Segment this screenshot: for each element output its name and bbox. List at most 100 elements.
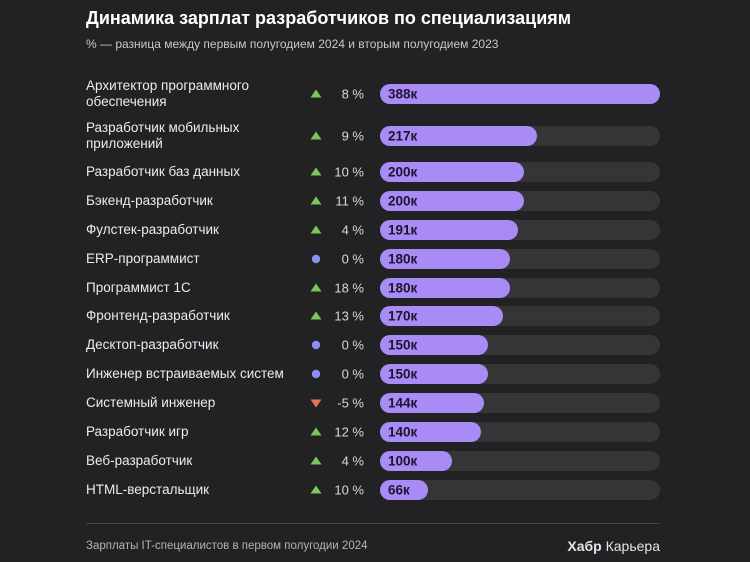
bar-track: 191к [380, 220, 660, 240]
category-label: Фронтенд-разработчик [86, 308, 230, 323]
salary-bar: 150к [380, 364, 488, 384]
bar-value-label: 180к [388, 251, 418, 267]
chart-row: Веб-разработчик 4 % 100к [0, 448, 750, 474]
trend-flat-icon [311, 340, 321, 350]
bar-value-label: 200к [388, 164, 418, 180]
category-label: Программист 1С [86, 280, 191, 295]
bar-value-label: 66к [388, 482, 410, 498]
bar-track: 140к [380, 422, 660, 442]
change-percent: 18 % [334, 280, 364, 296]
salary-bar: 144к [380, 393, 484, 413]
bar-value-label: 140к [388, 424, 418, 440]
chart-row: HTML-верстальщик 10 % 66к [0, 477, 750, 503]
chart-row: Разработчик мобильных приложений 9 % 217к [0, 120, 750, 151]
category-label: HTML-верстальщик [86, 482, 210, 497]
chart-row: Фронтенд-разработчик 13 % 170к [0, 303, 750, 329]
bar-value-label: 388к [388, 86, 418, 102]
chart-row: Программист 1С 18 % 180к [0, 275, 750, 301]
chart-row: Инженер встраиваемых систем 0 % 150к [0, 361, 750, 387]
brand-name: Хабр [567, 538, 602, 554]
change-percent: 9 % [341, 128, 364, 144]
trend-up-icon [310, 311, 322, 320]
trend-up-icon [310, 485, 322, 494]
chart-row: Системный инженер -5 % 144к [0, 390, 750, 416]
category-label: ERP-программист [86, 251, 200, 266]
change-percent: -5 % [337, 395, 364, 411]
salary-bar: 150к [380, 335, 488, 355]
category-label: Веб-разработчик [86, 453, 193, 468]
salary-bar: 170к [380, 306, 503, 326]
change-percent: 4 % [341, 222, 364, 238]
bar-track: 388к [380, 84, 660, 104]
bar-track: 100к [380, 451, 660, 471]
trend-down-icon [310, 399, 322, 408]
category-label: Разработчик мобильных приложений [86, 120, 240, 151]
salary-bar: 180к [380, 278, 510, 298]
change-percent: 11 % [335, 193, 364, 209]
category-label: Архитектор программного обеспечения [86, 78, 249, 109]
trend-up-icon [310, 167, 322, 176]
trend-up-icon [310, 427, 322, 436]
trend-up-icon [310, 131, 322, 140]
category-label: Разработчик баз данных [86, 164, 240, 179]
chart-title: Динамика зарплат разработчиков по специа… [86, 8, 572, 28]
salary-bar: 66к [380, 480, 428, 500]
change-percent: 13 % [334, 308, 364, 324]
brand-logo: Хабр Карьера [567, 538, 660, 554]
bar-track: 200к [380, 191, 660, 211]
bar-value-label: 191к [388, 222, 418, 238]
change-percent: 8 % [341, 86, 364, 102]
change-percent: 4 % [341, 453, 364, 469]
change-percent: 12 % [334, 424, 364, 440]
category-label: Инженер встраиваемых систем [86, 366, 284, 381]
bar-track: 200к [380, 162, 660, 182]
bar-track: 180к [380, 249, 660, 269]
bar-track: 217к [380, 126, 660, 146]
change-percent: 10 % [334, 482, 364, 498]
change-percent: 0 % [341, 337, 364, 353]
chart-row: Десктоп-разработчик 0 % 150к [0, 332, 750, 358]
chart-row: ERP-программист 0 % 180к [0, 246, 750, 272]
trend-up-icon [310, 89, 322, 98]
bar-value-label: 170к [388, 308, 418, 324]
bar-value-label: 150к [388, 337, 418, 353]
chart-row: Разработчик игр 12 % 140к [0, 419, 750, 445]
category-label: Разработчик игр [86, 424, 189, 439]
salary-bar: 217к [380, 126, 537, 146]
salary-bar: 140к [380, 422, 481, 442]
salary-bar: 388к [380, 84, 660, 104]
bar-value-label: 100к [388, 453, 418, 469]
bar-value-label: 180к [388, 280, 418, 296]
bar-track: 170к [380, 306, 660, 326]
brand-suffix: Карьера [605, 538, 660, 554]
salary-bar: 100к [380, 451, 452, 471]
change-percent: 0 % [341, 366, 364, 382]
trend-flat-icon [311, 254, 321, 264]
trend-up-icon [310, 283, 322, 292]
bar-track: 180к [380, 278, 660, 298]
footer-note: Зарплаты IT-специалистов в первом полуго… [86, 540, 368, 552]
bar-track: 150к [380, 335, 660, 355]
bar-value-label: 217к [388, 128, 418, 144]
change-percent: 0 % [341, 251, 364, 267]
trend-up-icon [310, 196, 322, 205]
bar-track: 150к [380, 364, 660, 384]
bar-value-label: 144к [388, 395, 418, 411]
salary-bar: 191к [380, 220, 518, 240]
bar-track: 66к [380, 480, 660, 500]
category-label: Бэкенд-разработчик [86, 193, 213, 208]
category-label: Фулстек-разработчик [86, 222, 219, 237]
footer-divider [86, 523, 660, 524]
category-label: Системный инженер [86, 395, 216, 410]
bar-track: 144к [380, 393, 660, 413]
salary-bar: 200к [380, 191, 524, 211]
category-label: Десктоп-разработчик [86, 337, 219, 352]
chart-subtitle: % — разница между первым полугодием 2024… [86, 37, 499, 51]
salary-bar: 200к [380, 162, 524, 182]
bar-value-label: 150к [388, 366, 418, 382]
change-percent: 10 % [334, 164, 364, 180]
salary-bar: 180к [380, 249, 510, 269]
trend-up-icon [310, 225, 322, 234]
chart-row: Бэкенд-разработчик 11 % 200к [0, 188, 750, 214]
chart-row: Архитектор программного обеспечения 8 % 38… [0, 78, 750, 109]
